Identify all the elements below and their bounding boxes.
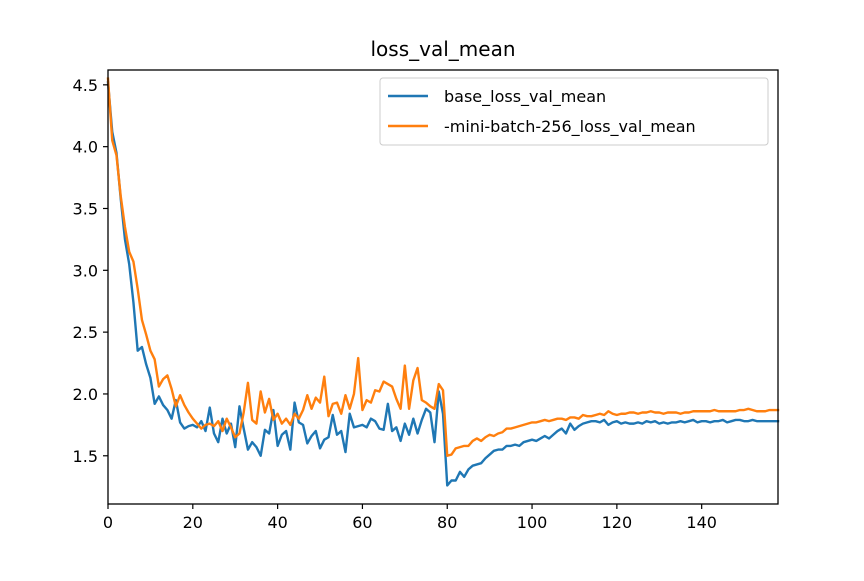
y-tick-label: 4.5 [73,76,98,95]
y-axis: 1.5 2.0 2.5 3.0 3.5 4.0 4.5 [73,76,108,466]
x-tick-label: 120 [602,513,633,532]
x-tick-label: 60 [352,513,372,532]
series-line-1 [106,77,780,457]
legend: base_loss_val_mean -mini-batch-256_loss_v… [379,77,769,146]
legend-label-1: -mini-batch-256_loss_val_mean [444,117,696,137]
plot-frame [107,69,779,505]
y-tick-label: 4.0 [73,138,98,157]
x-tick-label: 80 [437,513,457,532]
legend-label-0: base_loss_val_mean [444,87,606,107]
x-tick-label: 100 [517,513,548,532]
x-tick-label: 40 [267,513,287,532]
y-tick-label: 3.0 [73,261,98,280]
series-line-0 [106,81,780,487]
series-layer [106,77,780,487]
y-tick-label: 2.0 [73,385,98,404]
legend-box [379,77,769,146]
y-tick-label: 3.5 [73,199,98,218]
y-tick-label: 2.5 [73,323,98,342]
legend-entries: base_loss_val_mean -mini-batch-256_loss_v… [388,87,696,137]
x-axis: 0 20 40 60 80 100 120 140 [103,504,717,532]
x-tick-label: 20 [183,513,203,532]
x-tick-label: 0 [103,513,113,532]
chart-title: loss_val_mean [371,37,516,61]
y-tick-label: 1.5 [73,447,98,466]
plot-area [106,69,780,505]
x-tick-label: 140 [686,513,717,532]
